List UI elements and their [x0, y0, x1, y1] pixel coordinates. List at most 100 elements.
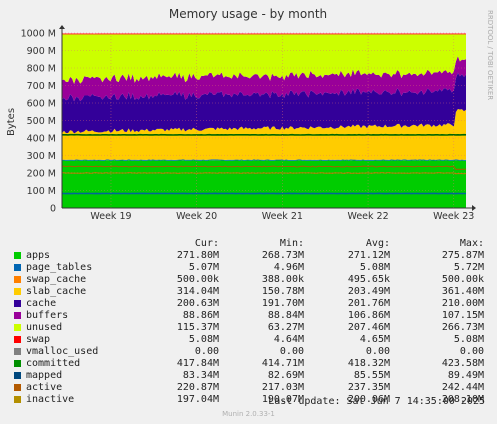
- legend-name: slab_cache: [26, 286, 87, 297]
- legend-row: cache 200.63M 191.70M 201.76M 210.00M: [14, 298, 494, 310]
- legend-swatch: [14, 384, 21, 391]
- memory-chart: Memory usage - by month Bytes RRDTOOL / …: [6, 7, 494, 222]
- legend-cur: 197.04M: [176, 394, 219, 405]
- legend-row: apps 271.80M 268.73M 271.12M 275.87M: [14, 250, 494, 262]
- legend-max: 275.87M: [441, 250, 484, 261]
- legend-row: unused 115.37M 63.27M 207.46M 266.73M: [14, 322, 494, 334]
- y-tick-label: 0: [50, 204, 56, 215]
- legend-table: Cur: Min: Avg: Max: apps 271.80M 268.73M 27…: [14, 238, 494, 406]
- legend-max: 208.10M: [441, 394, 484, 405]
- legend-max: 500.00k: [441, 274, 484, 285]
- legend-cur: 200.63M: [176, 298, 219, 309]
- x-tick-label: Week 22: [347, 211, 388, 222]
- y-tick-label: 400 M: [27, 134, 56, 145]
- legend-avg: 5.08M: [359, 262, 390, 273]
- last-update: Last update: Sat Jun 7 14:35:00 2025: [268, 396, 485, 407]
- y-tick-label: 1000 M: [21, 29, 56, 40]
- legend-min: 268.73M: [261, 250, 304, 261]
- legend-max: 242.44M: [441, 382, 484, 393]
- y-tick-label: 500 M: [27, 116, 56, 127]
- y-axis-arrow: [59, 25, 65, 29]
- legend-name: mapped: [26, 370, 63, 381]
- legend-name: swap_cache: [26, 274, 87, 285]
- legend-swatch: [14, 276, 21, 283]
- legend-max: 89.49M: [447, 370, 484, 381]
- y-tick-label: 200 M: [27, 169, 56, 180]
- y-tick-label: 600 M: [27, 99, 56, 110]
- area-apps: [62, 160, 466, 208]
- legend-min: 150.78M: [261, 286, 304, 297]
- legend-avg: 106.86M: [347, 310, 390, 321]
- x-axis-arrow: [472, 205, 476, 211]
- y-tick-label: 300 M: [27, 151, 56, 162]
- header-avg: Avg:: [365, 238, 390, 249]
- legend-cur: 5.08M: [188, 334, 219, 345]
- legend-max: 423.58M: [441, 358, 484, 369]
- legend-swatch: [14, 372, 21, 379]
- legend-min: 388.00k: [261, 274, 304, 285]
- legend-cur: 314.04M: [176, 286, 219, 297]
- area-swap: [62, 33, 466, 35]
- area-unused: [62, 34, 466, 84]
- munin-version: Munin 2.0.33-1: [222, 410, 275, 418]
- legend-min: 191.70M: [261, 298, 304, 309]
- legend-max: 0.00: [459, 346, 484, 357]
- grid: [62, 32, 466, 208]
- legend-min: 4.64M: [273, 334, 304, 345]
- legend-min: 414.71M: [261, 358, 304, 369]
- legend-row: committed 417.84M 414.71M 418.32M 423.58M: [14, 358, 494, 370]
- legend-name: vmalloc_used: [26, 346, 99, 357]
- x-tick-label: Week 23: [433, 211, 474, 222]
- legend-swatch: [14, 336, 21, 343]
- x-tick-label: Week 19: [90, 211, 131, 222]
- y-tick-label: 800 M: [27, 64, 56, 75]
- legend-row: swap 5.08M 4.64M 4.65M 5.08M: [14, 334, 494, 346]
- legend-avg: 418.32M: [347, 358, 390, 369]
- legend-max: 361.40M: [441, 286, 484, 297]
- legend-swatch: [14, 300, 21, 307]
- legend-cur: 271.80M: [176, 250, 219, 261]
- legend-max: 107.15M: [441, 310, 484, 321]
- legend-name: unused: [26, 322, 63, 333]
- legend-avg: 0.00: [365, 346, 390, 357]
- area-buffers: [62, 56, 466, 102]
- legend-name: active: [26, 382, 63, 393]
- area-page_tables: [62, 159, 466, 161]
- legend-max: 5.08M: [453, 334, 484, 345]
- legend-cur: 5.07M: [188, 262, 219, 273]
- legend-cur: 220.87M: [176, 382, 219, 393]
- x-tick-label: Week 20: [176, 211, 217, 222]
- legend-swatch: [14, 396, 21, 403]
- axes: 0 100 M 200 M 300 M 400 M 500 M 600 M 700 M 800 …: [21, 25, 476, 222]
- legend-avg: 203.49M: [347, 286, 390, 297]
- legend-avg: 85.55M: [353, 370, 390, 381]
- legend-min: 190.07M: [261, 394, 304, 405]
- legend-row: inactive 197.04M 190.07M 200.06M 208.10M: [14, 394, 494, 406]
- legend-swatch: [14, 288, 21, 295]
- legend-max: 266.73M: [441, 322, 484, 333]
- legend-min: 4.96M: [273, 262, 304, 273]
- legend-cur: 417.84M: [176, 358, 219, 369]
- legend-name: page_tables: [26, 262, 93, 273]
- legend-swatch: [14, 252, 21, 259]
- legend-avg: 201.76M: [347, 298, 390, 309]
- legend-cur: 83.34M: [182, 370, 219, 381]
- legend-swatch: [14, 348, 21, 355]
- legend-min: 82.69M: [267, 370, 304, 381]
- legend-avg: 207.46M: [347, 322, 390, 333]
- legend-avg: 200.06M: [347, 394, 390, 405]
- legend-name: committed: [26, 358, 81, 369]
- line-active: [61, 165, 467, 171]
- legend-min: 217.03M: [261, 382, 304, 393]
- legend-min: 0.00: [279, 346, 304, 357]
- legend-swatch: [14, 324, 21, 331]
- header-max: Max:: [459, 238, 484, 249]
- legend-row: mapped 83.34M 82.69M 85.55M 89.49M: [14, 370, 494, 382]
- y-tick-label: 700 M: [27, 81, 56, 92]
- legend-cur: 88.86M: [182, 310, 219, 321]
- legend-name: swap: [26, 334, 51, 345]
- x-tick-label: Week 21: [262, 211, 303, 222]
- legend-avg: 4.65M: [359, 334, 390, 345]
- legend-swatch: [14, 360, 21, 367]
- legend-max: 210.00M: [441, 298, 484, 309]
